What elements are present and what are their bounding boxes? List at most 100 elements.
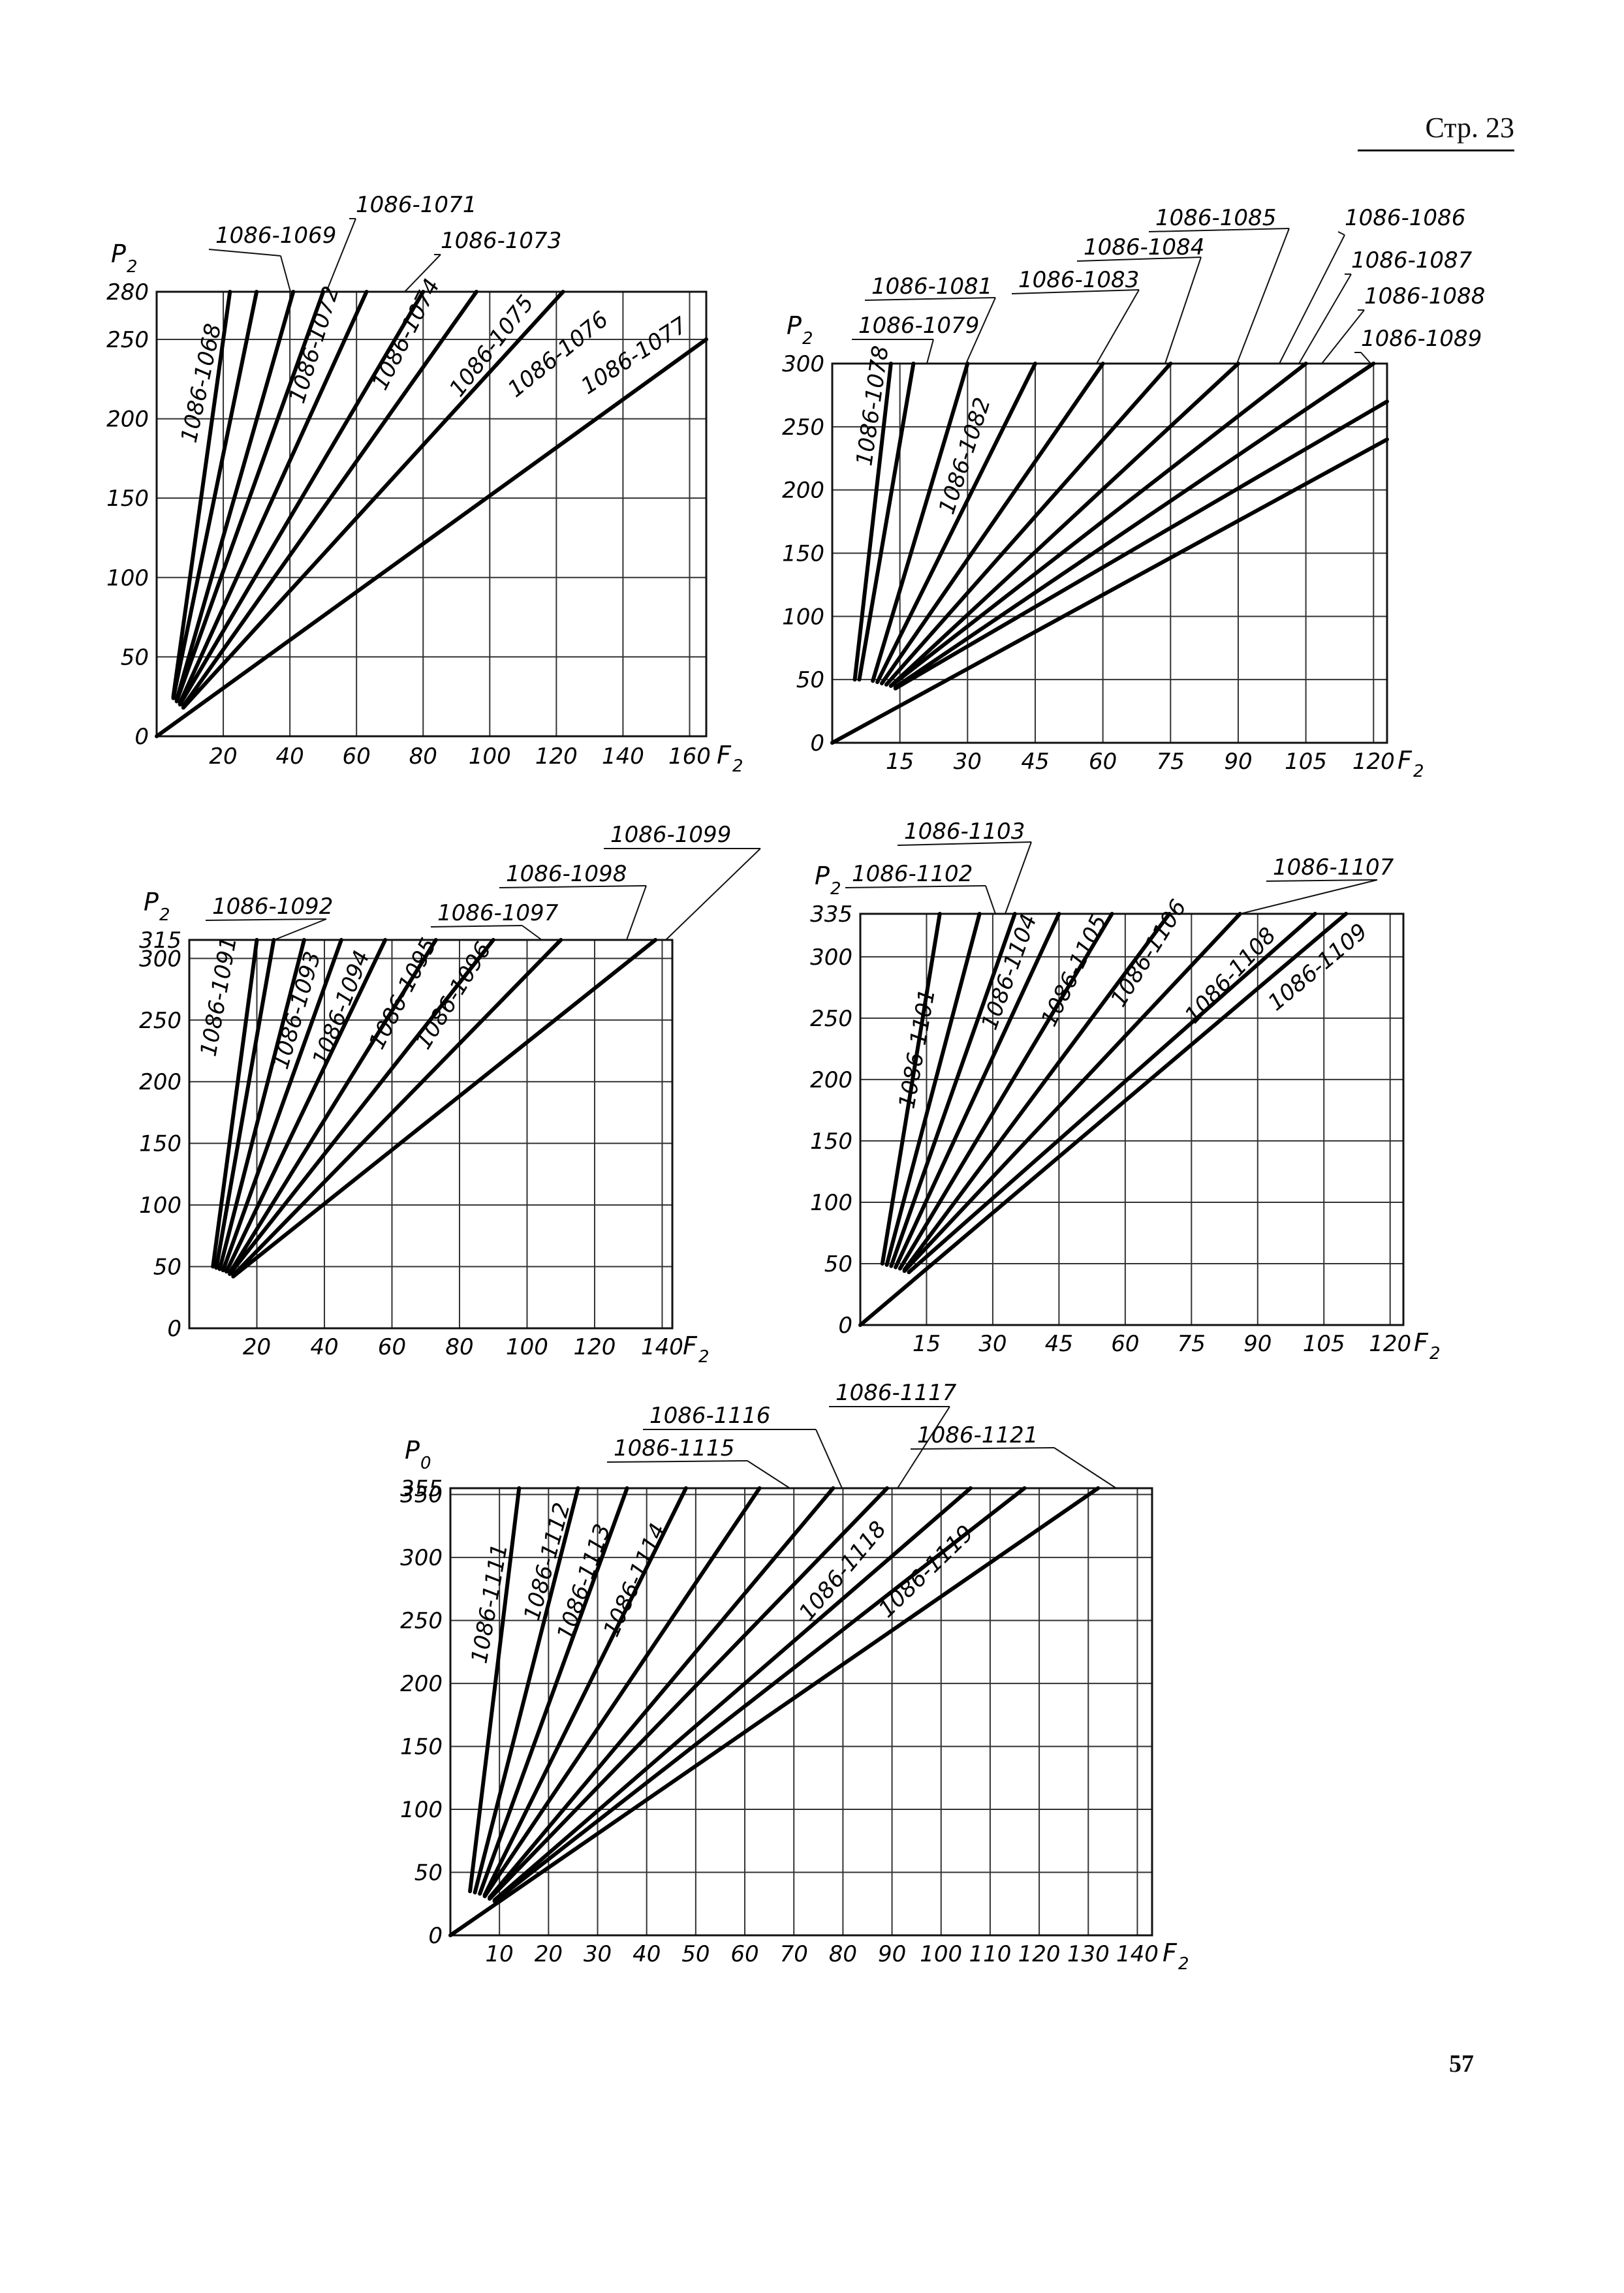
series-label: 1086-1081 bbox=[871, 273, 992, 300]
x-axis-label: F bbox=[717, 741, 732, 770]
y-tick-label: 50 bbox=[414, 1860, 443, 1886]
x-tick-label: 45 bbox=[1021, 749, 1049, 775]
label-leader bbox=[1360, 352, 1371, 364]
series-line bbox=[488, 1486, 890, 1901]
y-tick-label: 335 bbox=[810, 901, 852, 928]
label-underline bbox=[1011, 289, 1140, 294]
x-tick-label: 140 bbox=[602, 743, 644, 770]
series-label: 1086-1071 bbox=[356, 192, 476, 218]
x-tick-label: 120 bbox=[574, 1334, 616, 1360]
series-line bbox=[174, 290, 296, 702]
y-tick-label: 50 bbox=[824, 1251, 852, 1277]
label-underline bbox=[910, 1447, 1055, 1450]
y-tick-label: 0 bbox=[810, 730, 824, 757]
x-tick-label: 10 bbox=[486, 1941, 514, 1967]
x-tick-label: 40 bbox=[275, 743, 304, 770]
label-leader bbox=[404, 254, 441, 292]
y-axis-label-subscript: 2 bbox=[159, 905, 170, 925]
page-header: Стр. 23 bbox=[1358, 111, 1514, 151]
label-leader bbox=[273, 918, 327, 941]
series-line bbox=[884, 912, 982, 1267]
x-tick-label: 140 bbox=[1116, 1941, 1159, 1967]
label-underline bbox=[208, 249, 281, 257]
x-tick-label: 90 bbox=[1243, 1331, 1272, 1357]
y-axis-label-subscript: 0 bbox=[420, 1454, 431, 1473]
y-tick-label: 200 bbox=[106, 407, 149, 433]
x-tick-label: 130 bbox=[1067, 1941, 1110, 1967]
series-label: 1086-1116 bbox=[649, 1403, 770, 1429]
y-tick-label: 100 bbox=[106, 565, 149, 591]
y-tick-label: 0 bbox=[428, 1923, 443, 1949]
y-tick-label: 150 bbox=[400, 1734, 443, 1760]
plot-frame bbox=[449, 1487, 1153, 1937]
y-tick-label: 300 bbox=[400, 1545, 443, 1571]
series-line bbox=[888, 362, 1308, 688]
label-underline bbox=[1148, 228, 1290, 232]
series-line bbox=[898, 912, 1114, 1271]
series-line bbox=[893, 399, 1389, 691]
series-line bbox=[888, 362, 1240, 688]
label-leader bbox=[747, 1460, 790, 1489]
x-tick-label: 20 bbox=[535, 1941, 563, 1967]
label-leader bbox=[815, 1429, 843, 1489]
series-line bbox=[231, 938, 563, 1277]
series-line bbox=[893, 362, 1376, 689]
series-label: 1086-1117 bbox=[835, 1380, 957, 1406]
series-line bbox=[181, 290, 565, 710]
x-axis-label-subscript: 2 bbox=[1178, 1954, 1189, 1974]
x-tick-label: 50 bbox=[681, 1941, 710, 1967]
series-label: 1086-1079 bbox=[858, 313, 979, 339]
x-tick-label: 120 bbox=[535, 743, 578, 770]
y-tick-label: 300 bbox=[139, 946, 181, 972]
y-tick-label: 200 bbox=[782, 478, 824, 504]
x-tick-label: 105 bbox=[1303, 1331, 1345, 1357]
label-leader bbox=[1298, 273, 1352, 364]
x-axis-label: F bbox=[1163, 1939, 1178, 1967]
page-number: 57 bbox=[1449, 2050, 1474, 2078]
x-tick-label: 100 bbox=[920, 1941, 962, 1967]
series-line bbox=[907, 912, 1317, 1275]
label-leader bbox=[665, 848, 761, 941]
label-leader bbox=[1236, 228, 1290, 364]
series-label: 1086-1115 bbox=[614, 1435, 734, 1461]
series-line bbox=[858, 912, 1349, 1327]
label-leader bbox=[522, 925, 542, 941]
label-leader bbox=[1240, 879, 1378, 914]
x-tick-label: 80 bbox=[445, 1334, 473, 1360]
x-tick-label: 60 bbox=[730, 1941, 758, 1967]
plot-frame bbox=[831, 362, 1388, 744]
series-line bbox=[473, 1486, 580, 1895]
x-tick-label: 75 bbox=[1178, 1331, 1206, 1357]
label-leader bbox=[1096, 289, 1140, 364]
y-axis-label: P bbox=[815, 862, 830, 890]
series-label: 1086-1088 bbox=[1364, 283, 1485, 309]
label-leader bbox=[1279, 234, 1345, 364]
y-tick-label: 200 bbox=[139, 1069, 181, 1095]
y-axis-label-subscript: 2 bbox=[802, 329, 813, 349]
x-axis-label: F bbox=[1414, 1328, 1429, 1357]
series-line bbox=[492, 1486, 1027, 1903]
series-label: 1086-1089 bbox=[1361, 326, 1482, 352]
x-tick-label: 140 bbox=[641, 1334, 683, 1360]
series-label: 1086-1103 bbox=[904, 819, 1025, 845]
series-label: 1086-1097 bbox=[437, 900, 559, 926]
y-tick-label: 150 bbox=[810, 1129, 852, 1155]
x-tick-label: 80 bbox=[829, 1941, 857, 1967]
series-line bbox=[902, 912, 1172, 1272]
x-tick-label: 60 bbox=[1111, 1331, 1139, 1357]
x-tick-label: 15 bbox=[886, 749, 914, 775]
x-tick-label: 100 bbox=[506, 1334, 548, 1360]
label-leader bbox=[985, 885, 996, 914]
x-axis-label: F bbox=[1398, 746, 1413, 775]
series-line bbox=[875, 362, 1037, 685]
y-tick-label: 250 bbox=[400, 1608, 443, 1634]
y-axis-label-subscript: 2 bbox=[127, 257, 138, 277]
series-line bbox=[482, 1486, 762, 1899]
x-tick-label: 40 bbox=[632, 1941, 661, 1967]
series-line bbox=[178, 290, 426, 707]
x-tick-label: 40 bbox=[310, 1334, 338, 1360]
x-tick-label: 120 bbox=[1018, 1941, 1061, 1967]
series-line bbox=[880, 912, 942, 1266]
